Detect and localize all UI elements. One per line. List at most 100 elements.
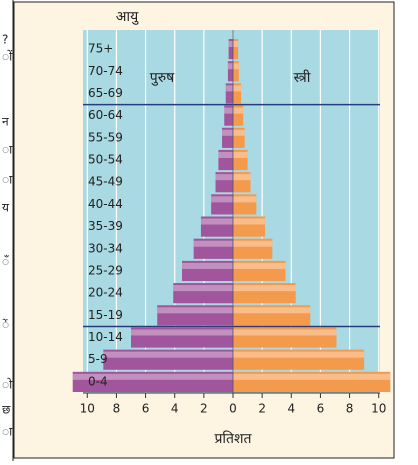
y-tick-label: 35-39 bbox=[88, 219, 123, 233]
page-fragment: छ bbox=[2, 403, 11, 417]
legend-label: पुरुष bbox=[150, 70, 175, 86]
bar bbox=[233, 172, 251, 193]
bar-highlight bbox=[233, 151, 248, 158]
plot bbox=[72, 30, 391, 393]
x-tick-label: 0 bbox=[229, 402, 237, 416]
y-tick-label: 30-34 bbox=[88, 241, 123, 255]
bar-highlight bbox=[233, 63, 239, 70]
y-tick-label: 25-29 bbox=[88, 263, 123, 277]
x-tick-label: 8 bbox=[346, 402, 354, 416]
bar bbox=[211, 194, 233, 215]
bar-highlight bbox=[233, 196, 257, 203]
bar bbox=[131, 327, 233, 348]
bar bbox=[193, 238, 233, 259]
bar bbox=[225, 83, 233, 104]
bar bbox=[233, 83, 242, 104]
bar-highlight bbox=[233, 329, 337, 336]
bar bbox=[233, 327, 337, 348]
bar bbox=[157, 305, 233, 326]
bar bbox=[233, 283, 296, 304]
bar bbox=[222, 127, 233, 148]
x-tick-label: 8 bbox=[113, 402, 121, 416]
x-tick-label: 4 bbox=[171, 402, 179, 416]
bar-highlight bbox=[131, 329, 233, 336]
page-fragment: ? bbox=[2, 33, 8, 47]
bar bbox=[200, 216, 233, 237]
bar-highlight bbox=[233, 85, 242, 92]
x-tick-label: 10 bbox=[371, 402, 386, 416]
bar bbox=[72, 371, 233, 392]
x-tick-label: 2 bbox=[200, 402, 208, 416]
y-tick-label: 75+ bbox=[88, 42, 113, 56]
bar-highlight bbox=[72, 373, 233, 380]
bar-highlight bbox=[193, 240, 233, 247]
bar-highlight bbox=[157, 307, 233, 314]
bar bbox=[224, 105, 233, 126]
page-fragment: ा bbox=[2, 425, 13, 439]
bar-highlight bbox=[233, 174, 251, 181]
y-tick-label: 5-9 bbox=[88, 352, 108, 366]
page-fragment: ँ bbox=[2, 255, 9, 269]
y-tick-label: 40-44 bbox=[88, 197, 123, 211]
bar bbox=[228, 39, 233, 60]
bar bbox=[103, 349, 233, 370]
bar bbox=[227, 61, 233, 82]
bar bbox=[233, 149, 248, 171]
page-fragment: ें bbox=[2, 318, 9, 332]
bar bbox=[233, 105, 244, 126]
x-tick-label: 6 bbox=[317, 402, 325, 416]
x-tick-label: 4 bbox=[287, 402, 295, 416]
bar-highlight bbox=[233, 41, 239, 48]
bar-highlight bbox=[227, 63, 233, 70]
x-tick-label: 6 bbox=[142, 402, 150, 416]
y-tick-label: 60-64 bbox=[88, 108, 123, 122]
bar-highlight bbox=[224, 107, 233, 114]
bar bbox=[218, 149, 233, 171]
x-axis-label: प्रतिशत bbox=[214, 430, 252, 447]
page-fragment: न bbox=[2, 115, 9, 129]
page-fragment: ा bbox=[2, 173, 13, 187]
bar-highlight bbox=[200, 218, 233, 225]
x-tick-label: 10 bbox=[80, 402, 95, 416]
x-tick-label: 2 bbox=[258, 402, 266, 416]
legend-label: स्त्री bbox=[294, 69, 311, 86]
bar-highlight bbox=[233, 218, 266, 225]
bar-highlight bbox=[222, 129, 233, 136]
page-fragment: ो bbox=[2, 378, 13, 392]
y-tick-label: 0-4 bbox=[88, 374, 108, 388]
y-tick-label: 45-49 bbox=[88, 175, 123, 189]
bar-highlight bbox=[215, 174, 233, 181]
y-tick-label: 55-59 bbox=[88, 130, 123, 144]
bar-highlight bbox=[233, 129, 245, 136]
bar bbox=[233, 260, 286, 282]
page-fragment: ों bbox=[2, 50, 13, 64]
bar-highlight bbox=[182, 262, 233, 269]
bar bbox=[233, 349, 365, 370]
y-tick-label: 20-24 bbox=[88, 286, 123, 300]
bar-highlight bbox=[233, 307, 311, 314]
bar-highlight bbox=[233, 373, 391, 380]
bar-highlight bbox=[218, 151, 233, 158]
bar-highlight bbox=[225, 85, 233, 92]
y-tick-label: 70-74 bbox=[88, 64, 123, 78]
bar-highlight bbox=[228, 41, 233, 48]
bar-highlight bbox=[211, 196, 233, 203]
bar bbox=[233, 305, 311, 326]
bar bbox=[233, 61, 239, 82]
bar bbox=[233, 216, 266, 237]
bar-highlight bbox=[233, 107, 244, 114]
bar-highlight bbox=[233, 262, 286, 269]
bar bbox=[233, 371, 391, 392]
bar bbox=[215, 172, 233, 193]
y-tick-label: 15-19 bbox=[88, 308, 123, 322]
bar-highlight bbox=[173, 285, 233, 292]
page-fragment: ा bbox=[2, 143, 13, 157]
bar bbox=[173, 283, 233, 304]
y-tick-label: 50-54 bbox=[88, 153, 123, 167]
bar-highlight bbox=[233, 351, 365, 358]
bar bbox=[233, 127, 245, 148]
page-fragment: य bbox=[2, 201, 10, 215]
bar-highlight bbox=[233, 285, 296, 292]
y-tick-label: 10-14 bbox=[88, 330, 123, 344]
